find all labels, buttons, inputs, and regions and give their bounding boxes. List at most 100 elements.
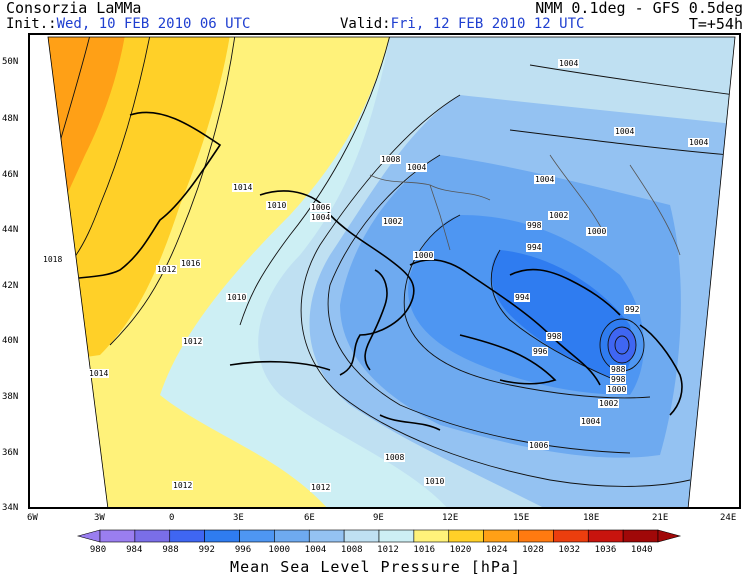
colorbar-cell	[587, 529, 624, 543]
colorbar-cell	[413, 529, 450, 543]
colorbar-tick-label: 988	[162, 545, 179, 555]
colorbar-title: Mean Sea Level Pressure [hPa]	[230, 558, 521, 576]
lon-label: 3E	[233, 513, 244, 523]
lon-label: 15E	[513, 513, 530, 523]
isobar-label: 1014	[88, 369, 110, 378]
isobar-label: 1004	[688, 138, 710, 147]
lead-time: T=+54h	[688, 15, 743, 33]
lat-label: 48N	[2, 114, 19, 124]
valid-prefix: Valid:	[340, 16, 391, 32]
isobar-label: 1000	[606, 385, 628, 394]
isobar-label: 994	[514, 293, 531, 302]
isobar-label: 998	[610, 375, 627, 384]
isobar-label: 1012	[310, 483, 332, 492]
isobar-label: 988	[610, 365, 627, 374]
lon-label: 6E	[304, 513, 315, 523]
isobars	[48, 37, 735, 487]
colorbar-tick-label: 1032	[558, 545, 581, 555]
colorbar-tick-label: 1036	[594, 545, 617, 555]
lat-label: 50N	[2, 57, 19, 67]
isobar-label: 1010	[266, 201, 288, 210]
isobar-label: 1008	[384, 453, 406, 462]
colorbar-cell	[622, 529, 659, 543]
colorbar-tick-label: 1012	[377, 545, 399, 555]
colorbar-cell	[553, 529, 589, 543]
colorbar-tick-label: 1016	[413, 545, 436, 555]
field-994	[491, 250, 632, 380]
colorbar-tick-label: 980	[89, 545, 107, 555]
isobar-label: 1012	[182, 337, 204, 346]
map-svg	[30, 35, 739, 507]
colorbar-cell	[99, 529, 136, 543]
isobar-label: 1002	[548, 211, 570, 220]
lat-label: 40N	[2, 336, 19, 346]
isobar-label: 1006	[528, 441, 550, 450]
isobar-label: 1002	[598, 399, 620, 408]
lon-label: 3W	[94, 513, 105, 523]
lat-label: 34N	[2, 503, 19, 513]
isobar-label: 1002	[382, 217, 404, 226]
pressure-map: 1004 1004 1004 1004 1008 1004 1014 1010 …	[28, 33, 741, 509]
isobar-label: 1014	[232, 183, 254, 192]
colorbar-cell	[378, 529, 415, 543]
isobar-label: 1016	[180, 259, 202, 268]
isobar-label: 1018	[42, 255, 64, 264]
lon-label: 24E	[720, 513, 737, 523]
isobar-label: 1010	[424, 477, 446, 486]
colorbar-cell	[343, 529, 380, 543]
lat-label: 38N	[2, 392, 19, 402]
init-value: Wed, 10 FEB 2010 06 UTC	[56, 16, 251, 32]
isobar-label: 996	[532, 347, 549, 356]
isobar-label: 1012	[172, 481, 194, 490]
borders	[369, 154, 681, 256]
isobar-label: 1004	[580, 417, 602, 426]
isobar-label: 1004	[534, 175, 556, 184]
colorbar-cell	[169, 529, 205, 543]
lon-label: 6W	[27, 513, 38, 523]
isobar-label: 1006	[310, 203, 332, 212]
colorbar-cell	[134, 529, 171, 543]
isobar-label: 1004	[558, 59, 580, 68]
init-prefix: Init.:	[6, 16, 57, 32]
isobar-label: 998	[546, 332, 563, 341]
isobar-label: 1010	[226, 293, 248, 302]
colorbar-high-arrow	[657, 529, 682, 543]
lat-label: 46N	[2, 170, 19, 180]
colorbar-cell	[239, 529, 275, 543]
colorbar-tick-label: 992	[198, 545, 215, 555]
init-time: Init.:Wed, 10 FEB 2010 06 UTC	[6, 16, 250, 32]
colorbar-cell	[448, 529, 484, 543]
isobar-label: 1004	[614, 127, 636, 136]
valid-time: Valid:Fri, 12 FEB 2010 12 UTC	[340, 16, 584, 32]
lon-label: 18E	[583, 513, 600, 523]
low-center-988	[608, 327, 636, 363]
lon-label: 0	[169, 513, 175, 523]
colorbar-cell	[204, 529, 240, 543]
colorbar-tick-label: 1020	[449, 545, 472, 555]
isobar-label: 1004	[310, 213, 332, 222]
isobar-label: 1008	[380, 155, 402, 164]
model-name: NMM 0.1deg - GFS 0.5deg	[535, 0, 743, 17]
colorbar-cell	[518, 529, 554, 543]
lon-label: 9E	[373, 513, 384, 523]
colorbar-tick-label: 1004	[304, 545, 327, 555]
colorbar-tick-label: 1008	[340, 545, 363, 555]
colorbar-cell	[308, 529, 345, 543]
colorbar-tick-label: 1028	[522, 545, 544, 555]
colorbar-tick-label: 1000	[268, 545, 291, 555]
isobar-label: 992	[624, 305, 641, 314]
org-name: Consorzia LaMMa	[6, 0, 142, 17]
colorbar-tick-label: 996	[234, 545, 252, 555]
valid-value: Fri, 12 FEB 2010 12 UTC	[390, 16, 585, 32]
lat-label: 42N	[2, 281, 19, 291]
lon-label: 21E	[652, 513, 669, 523]
colorbar-cell	[274, 529, 310, 543]
lat-label: 36N	[2, 448, 19, 458]
colorbar-cell	[483, 529, 519, 543]
colorbar-tick-label: 1024	[485, 545, 508, 555]
isobar-label: 1000	[586, 227, 608, 236]
colorbar	[76, 529, 682, 543]
colorbar-tick-label: 984	[126, 545, 143, 555]
isobar-label: 1000	[413, 251, 435, 260]
lon-label: 12E	[442, 513, 459, 523]
